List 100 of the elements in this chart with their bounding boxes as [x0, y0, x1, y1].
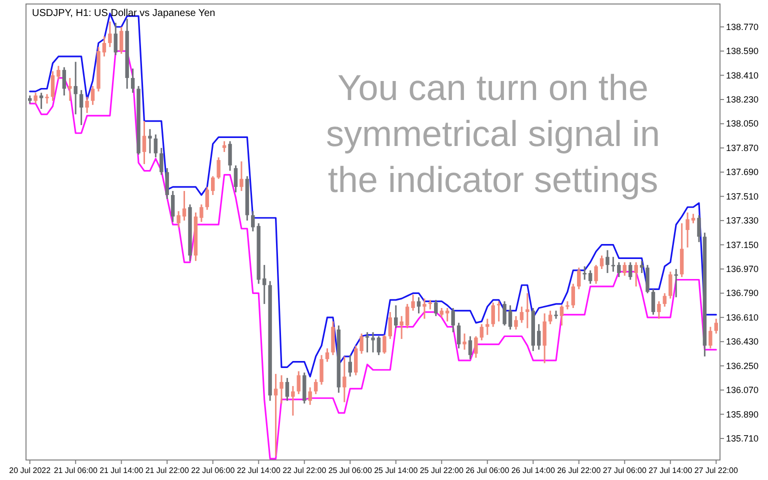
- y-tick-label: 138.230: [726, 94, 759, 105]
- candlestick: [348, 354, 352, 378]
- x-tick-label: 21 Jul 06:00: [54, 466, 98, 475]
- candlestick: [611, 256, 616, 272]
- candlestick: [240, 160, 244, 192]
- candlestick: [394, 304, 398, 329]
- y-tick-label: 138.590: [726, 46, 759, 56]
- y-tick-label: 137.510: [726, 191, 759, 202]
- candlestick: [571, 283, 576, 309]
- candlestick: [526, 292, 530, 329]
- candlestick: [382, 334, 386, 354]
- y-tick-label: 137.330: [726, 216, 759, 226]
- x-tick-label: 27 Jul 22:00: [694, 466, 738, 475]
- x-tick-label: 22 Jul 22:00: [282, 466, 327, 475]
- candlestick: [90, 85, 95, 106]
- x-tick-label: 26 Jul 14:00: [511, 466, 556, 475]
- candlestick: [411, 294, 415, 312]
- candlestick: [291, 385, 295, 416]
- y-tick-label: 136.070: [726, 385, 759, 396]
- x-tick-label: 25 Jul 06:00: [328, 466, 372, 475]
- x-tick-label: 27 Jul 06:00: [602, 466, 647, 475]
- y-tick-label: 138.410: [726, 70, 759, 80]
- candlestick: [234, 164, 238, 194]
- candlestick: [456, 322, 461, 350]
- candlestick: [79, 89, 84, 126]
- candlestick: [342, 356, 346, 403]
- candlestick: [262, 264, 266, 305]
- candlestick: [686, 212, 690, 248]
- candlestick: [211, 175, 215, 196]
- candlestick: [617, 262, 621, 278]
- candlestick: [50, 70, 55, 102]
- candlestick: [491, 302, 495, 328]
- candlestick: [594, 264, 598, 285]
- candlestick: [165, 167, 169, 200]
- candlestick: [108, 20, 112, 48]
- candlestick: [588, 270, 592, 285]
- x-tick-label: 25 Jul 22:00: [420, 466, 464, 475]
- candlestick: [697, 214, 701, 243]
- candlestick: [536, 323, 541, 350]
- x-tick-label: 26 Jul 22:00: [557, 466, 602, 475]
- candlestick: [160, 147, 164, 176]
- candlestick: [296, 370, 301, 395]
- candlestick: [622, 262, 626, 276]
- y-tick-label: 137.690: [726, 167, 759, 178]
- candlestick: [142, 120, 146, 165]
- candlestick: [376, 336, 381, 356]
- x-tick-label: 22 Jul 06:00: [191, 466, 236, 475]
- x-tick-label: 27 Jul 14:00: [648, 466, 693, 475]
- candlestick: [440, 307, 444, 318]
- candlestick: [668, 270, 672, 300]
- candlestick: [520, 306, 524, 324]
- candlestick: [577, 266, 581, 290]
- candlestick: [85, 96, 89, 114]
- candlestick: [474, 336, 478, 359]
- candlestick: [170, 190, 175, 223]
- y-tick-label: 135.710: [726, 433, 759, 444]
- chart-title: USDJPY, H1: US Dollar vs Japanese Yen: [32, 8, 216, 19]
- candlestick: [251, 210, 255, 232]
- candlestick: [280, 374, 284, 404]
- candlestick: [400, 315, 404, 340]
- candlestick: [508, 304, 512, 330]
- candlestick: [428, 299, 432, 310]
- candlestick: [582, 266, 586, 280]
- candlestick: [308, 386, 312, 406]
- candlestick: [365, 331, 370, 354]
- candlestick: [405, 303, 410, 329]
- candlestick: [360, 332, 364, 354]
- candlestick: [325, 348, 330, 363]
- y-tick-label: 136.250: [726, 360, 759, 371]
- candlestick: [480, 323, 484, 342]
- x-tick-label: 25 Jul 14:00: [374, 466, 418, 475]
- y-tick-label: 136.610: [726, 312, 759, 322]
- candlestick: [148, 128, 152, 154]
- x-tick-label: 21 Jul 22:00: [145, 466, 190, 475]
- candlestick: [314, 378, 318, 395]
- candlestick: [62, 66, 66, 96]
- candlestick: [548, 310, 552, 325]
- y-tick-label: 138.050: [726, 118, 759, 129]
- candlestick: [120, 26, 124, 55]
- candlestick: [74, 61, 78, 116]
- x-tick-label: 21 Jul 14:00: [100, 466, 144, 475]
- candlestick: [285, 377, 290, 402]
- candlestick: [56, 65, 60, 80]
- candlestick: [606, 249, 610, 274]
- candlestick: [600, 254, 604, 270]
- candlestick: [462, 332, 466, 350]
- candlestick: [222, 140, 226, 153]
- candlestick: [320, 354, 324, 386]
- x-tick-label: 26 Jul 06:00: [466, 466, 510, 475]
- candlestick: [468, 336, 472, 360]
- x-tick-label: 22 Jul 14:00: [236, 466, 281, 475]
- candlestick: [651, 288, 656, 316]
- y-tick-label: 136.790: [726, 288, 759, 298]
- candlestick: [496, 300, 501, 322]
- candlestick: [486, 318, 490, 336]
- candlestick: [68, 77, 72, 102]
- y-tick-label: 137.150: [726, 240, 759, 250]
- candlestick: [176, 210, 180, 228]
- candlestick: [102, 36, 106, 58]
- annotation: You can turn on the symmetrical signal in the indicator settings: [326, 67, 660, 200]
